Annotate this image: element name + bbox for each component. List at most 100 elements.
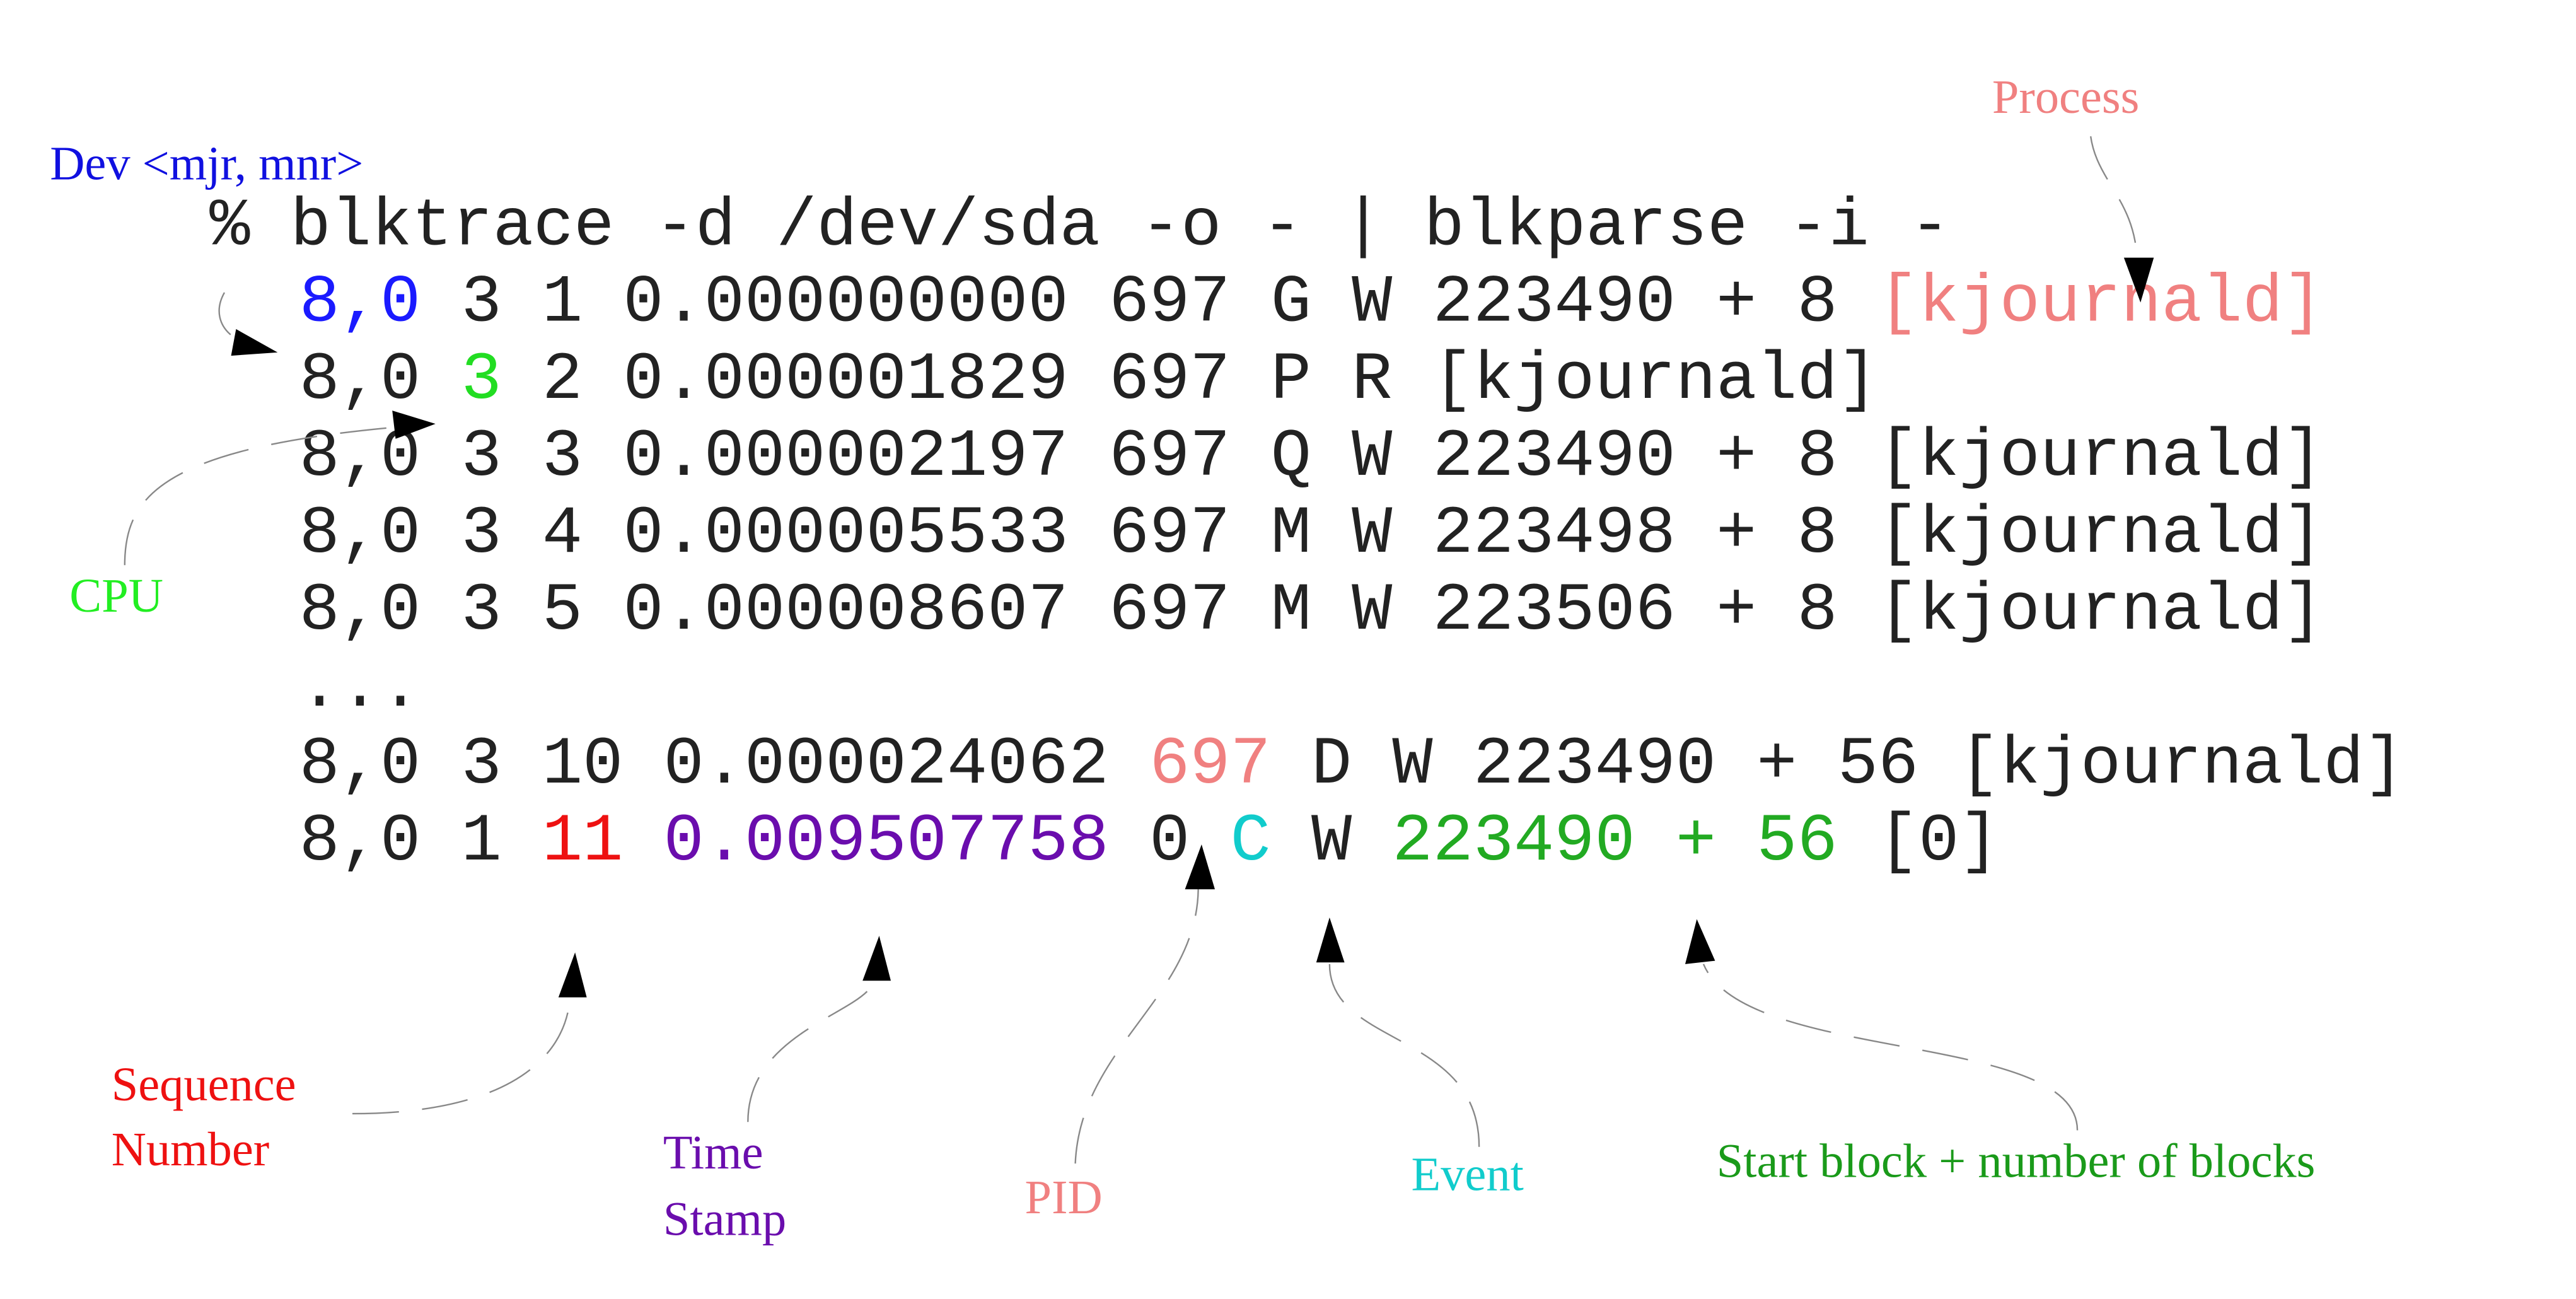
trace-field: W xyxy=(1352,265,1393,342)
trace-field: 2 xyxy=(542,342,583,419)
trace-field: 5 xyxy=(542,573,583,650)
trace-row: 8,0 3 2 0.000001829 697 P R [kjournald] xyxy=(299,342,1878,419)
trace-field: D xyxy=(1311,727,1352,803)
arrowhead xyxy=(231,329,278,356)
trace-field: G xyxy=(1271,265,1311,342)
trace-field: 3 xyxy=(461,727,501,803)
arrowhead xyxy=(1685,919,1715,964)
trace-field: 697 xyxy=(1109,342,1231,419)
trace-field: 0.000008607 xyxy=(623,573,1068,650)
trace-field: 1 xyxy=(461,804,501,880)
arrow xyxy=(1702,964,2079,1131)
trace-field: 8,0 xyxy=(299,727,421,803)
trace-field: 0.000002197 xyxy=(623,419,1068,496)
trace-output: 8,0 3 1 0.000000000 697 G W 223490 + 8 [… xyxy=(299,265,2405,880)
label-sequence: Sequence xyxy=(112,1057,296,1111)
label-event: Event xyxy=(1412,1147,1524,1201)
trace-field: W xyxy=(1392,727,1433,803)
trace-field: 0.000024062 xyxy=(664,727,1109,803)
trace-row: 8,0 3 3 0.000002197 697 Q W 223490 + 8 [… xyxy=(299,419,2324,496)
trace-field: 8,0 xyxy=(299,496,421,573)
label-cpu: CPU xyxy=(69,569,163,622)
trace-field: ... xyxy=(299,650,421,726)
trace-field: 223490 + 8 xyxy=(1433,265,1838,342)
trace-row: 8,0 3 5 0.000008607 697 M W 223506 + 8 [… xyxy=(299,573,2324,650)
trace-field: 3 xyxy=(461,419,501,496)
trace-field: [kjournald] xyxy=(1959,727,2404,803)
arrowhead xyxy=(392,411,436,439)
label-sequence: Number xyxy=(112,1122,269,1176)
trace-field: 8,0 xyxy=(299,573,421,650)
arrow xyxy=(747,980,875,1122)
trace-field: 3 xyxy=(461,573,501,650)
trace-field: [kjournald] xyxy=(1878,265,2323,342)
trace-row: 8,0 3 10 0.000024062 697 D W 223490 + 56… xyxy=(299,727,2405,803)
trace-field: 8,0 xyxy=(299,265,421,342)
trace-field: 697 xyxy=(1109,496,1231,573)
trace-field: 223490 + 56 xyxy=(1392,804,1837,880)
trace-field: Q xyxy=(1271,419,1311,496)
trace-field: 223498 + 8 xyxy=(1433,496,1838,573)
trace-field: 0.009507758 xyxy=(664,804,1109,880)
trace-field: 1 xyxy=(542,265,583,342)
label-time: Time xyxy=(663,1126,763,1179)
trace-field: 10 xyxy=(542,727,623,803)
arrow xyxy=(1328,964,1480,1147)
arrowhead xyxy=(2123,257,2154,303)
trace-field: 11 xyxy=(542,804,623,880)
arrow xyxy=(218,292,247,344)
trace-field: 223490 + 8 xyxy=(1433,419,1838,496)
arrowhead xyxy=(1316,917,1345,963)
trace-row: 8,0 1 11 0.009507758 0 C W 223490 + 56 [… xyxy=(299,804,2000,880)
trace-field: W xyxy=(1311,804,1352,880)
trace-field: 0 xyxy=(1149,804,1190,880)
trace-field: 0.000000000 xyxy=(623,265,1068,342)
trace-field: 697 xyxy=(1149,727,1271,803)
arrows xyxy=(124,136,2154,1164)
trace-row: ... xyxy=(299,650,421,726)
trace-row: 8,0 3 4 0.000005533 697 M W 223498 + 8 [… xyxy=(299,496,2324,573)
trace-field: R xyxy=(1352,342,1392,419)
trace-field: 223506 + 8 xyxy=(1433,573,1838,650)
arrow xyxy=(1074,889,1199,1164)
label-process: Process xyxy=(1992,70,2140,124)
trace-row: 8,0 3 1 0.000000000 697 G W 223490 + 8 [… xyxy=(299,265,2324,342)
trace-field: [kjournald] xyxy=(1878,419,2323,496)
trace-field: 8,0 xyxy=(299,342,421,419)
trace-field: 697 xyxy=(1109,265,1231,342)
trace-field: [kjournald] xyxy=(1433,342,1878,419)
trace-field: M xyxy=(1271,573,1311,650)
trace-field: [kjournald] xyxy=(1878,573,2323,650)
trace-field: 3 xyxy=(461,496,501,573)
arrowhead xyxy=(558,952,587,998)
trace-field: 8,0 xyxy=(299,804,421,880)
arrow xyxy=(352,997,571,1115)
trace-field: P xyxy=(1271,342,1311,419)
trace-field: 0.000005533 xyxy=(623,496,1068,573)
trace-field: W xyxy=(1352,496,1393,573)
label-block: Start block + number of blocks xyxy=(1717,1134,2316,1187)
trace-field: 4 xyxy=(542,496,583,573)
trace-field: 3 xyxy=(542,419,583,496)
arrow xyxy=(124,426,396,566)
trace-field: 697 xyxy=(1109,573,1231,650)
trace-field: [0] xyxy=(1878,804,2000,880)
arrow xyxy=(2089,136,2138,263)
command: % blktrace -d /dev/sda -o - | blkparse -… xyxy=(209,189,1950,265)
trace-field: [kjournald] xyxy=(1878,496,2323,573)
trace-field: 697 xyxy=(1109,419,1231,496)
trace-field: M xyxy=(1271,496,1311,573)
trace-field: W xyxy=(1352,419,1393,496)
trace-field: 0.000001829 xyxy=(623,342,1068,419)
trace-field: 3 xyxy=(461,265,501,342)
trace-field: C xyxy=(1231,804,1271,880)
label-dev: Dev <mjr, mnr> xyxy=(50,137,363,190)
trace-field: W xyxy=(1352,573,1393,650)
trace-field: 223490 + 56 xyxy=(1473,727,1918,803)
arrowhead xyxy=(862,936,891,981)
label-pid: PID xyxy=(1025,1170,1103,1224)
label-time: Stamp xyxy=(663,1192,786,1246)
trace-field: 3 xyxy=(461,342,501,419)
